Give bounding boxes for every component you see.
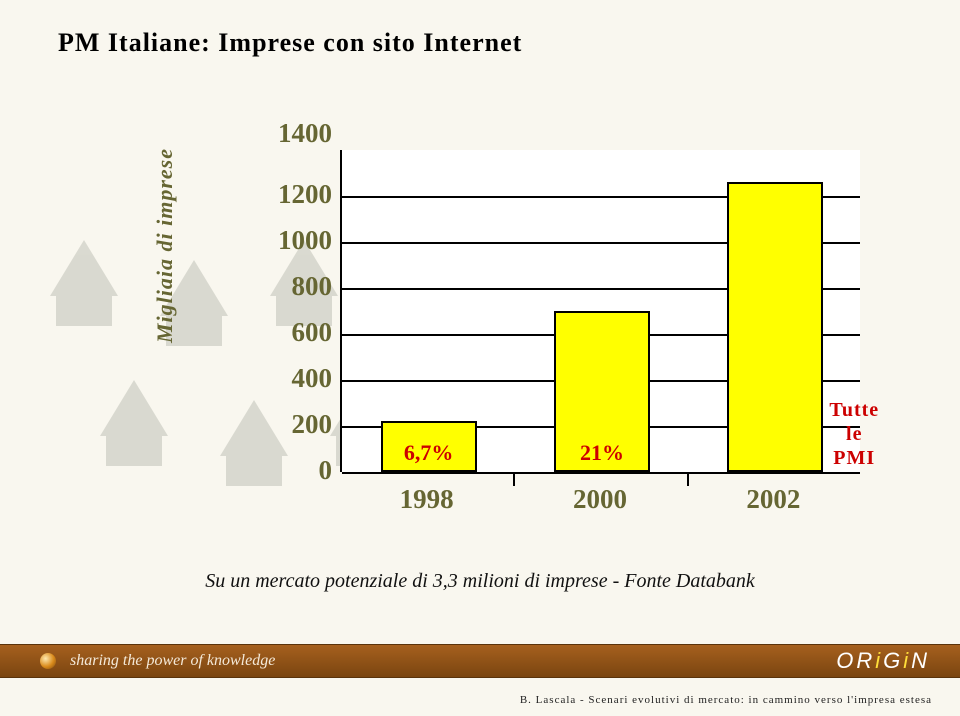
- footer-bar: sharing the power of knowledge ORiGiN: [0, 644, 960, 678]
- subfooter-text: B. Lascala - Scenari evolutivi di mercat…: [520, 694, 932, 706]
- y-tick-label: 600: [270, 317, 332, 348]
- bar: 21%: [554, 311, 650, 472]
- chart: 1400 Migliaia di imprese 020040060080010…: [170, 118, 890, 548]
- y-top-label: 1400: [278, 118, 332, 149]
- bar-value-label: 6,7%: [383, 440, 475, 466]
- chart-caption: Su un mercato potenziale di 3,3 milioni …: [0, 570, 960, 593]
- y-tick-label: 400: [270, 363, 332, 394]
- y-tick-label: 800: [270, 271, 332, 302]
- x-tick-label: 1998: [400, 484, 454, 515]
- x-ticks: 1998 2000 2002: [340, 484, 860, 524]
- y-tick-label: 1200: [270, 179, 332, 210]
- y-tick-label: 0: [270, 455, 332, 486]
- brand-logo: ORiGiN: [836, 648, 930, 674]
- bar: [727, 182, 823, 472]
- bar-annotation: TuttelePMI: [829, 398, 879, 470]
- bar-value-label: 21%: [556, 440, 648, 466]
- y-axis-label: Migliaia di imprese: [152, 148, 178, 343]
- slide: PM Italiane: Imprese con sito Internet 1…: [0, 0, 960, 716]
- x-tick-label: 2002: [746, 484, 800, 515]
- footer-globe-icon: [40, 653, 56, 669]
- x-tick-label: 2000: [573, 484, 627, 515]
- y-tick-label: 1000: [270, 225, 332, 256]
- footer-tagline: sharing the power of knowledge: [70, 652, 275, 670]
- bar: 6,7%: [381, 421, 477, 472]
- footer-left: sharing the power of knowledge: [40, 652, 275, 670]
- y-tick-label: 200: [270, 409, 332, 440]
- plot-area: 6,7%21%TuttelePMI: [340, 150, 860, 472]
- page-title: PM Italiane: Imprese con sito Internet: [0, 0, 960, 58]
